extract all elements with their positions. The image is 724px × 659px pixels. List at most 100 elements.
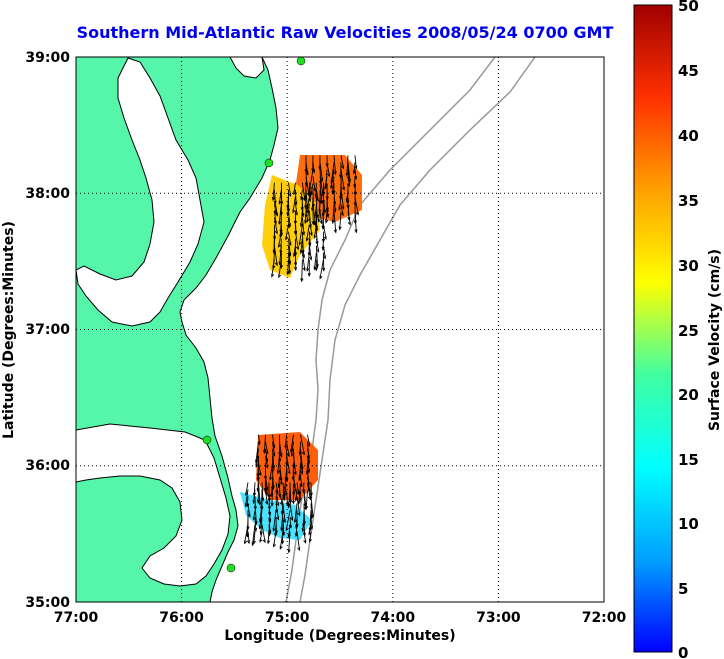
velocity-arrow [284, 434, 287, 449]
velocity-arrowhead [275, 502, 279, 507]
velocity-arrow [306, 203, 310, 222]
velocity-arrow [330, 162, 335, 183]
velocity-arrowhead [269, 476, 273, 481]
x-tick-label: 77:00 [54, 610, 99, 626]
velocity-arrowhead [290, 452, 294, 457]
velocity-arrowhead [308, 538, 312, 543]
velocity-arrowhead [278, 200, 282, 205]
x-axis-label: Longitude (Degrees:Minutes) [224, 628, 455, 644]
velocity-arrowhead [259, 538, 263, 543]
velocity-arrowhead [279, 481, 283, 486]
velocity-arrowhead [338, 206, 342, 211]
colorbar-tick-label: 10 [678, 515, 699, 533]
velocity-arrowhead [285, 236, 289, 241]
velocity-arrow [244, 524, 249, 544]
velocity-arrow [300, 238, 303, 254]
velocity-arrowhead [282, 519, 286, 524]
velocity-arrow [253, 489, 256, 504]
velocity-arrowhead [333, 229, 337, 234]
velocity-arrowhead [287, 549, 291, 554]
velocity-arrowhead [314, 267, 318, 272]
velocity-arrow [346, 155, 349, 176]
velocity-arrowhead [297, 512, 301, 517]
velocity-arrowhead [333, 208, 337, 213]
velocity-arrow [307, 476, 311, 492]
colorbar-tick-label: 20 [678, 386, 699, 404]
velocity-arrow [301, 203, 304, 217]
velocity-arrow [245, 489, 249, 507]
velocity-arrow [308, 231, 311, 246]
velocity-arrow [308, 217, 313, 236]
velocity-arrow [312, 176, 316, 191]
velocity-arrow [259, 503, 263, 522]
velocity-arrow [279, 245, 282, 265]
velocity-arrow [272, 182, 275, 201]
velocity-arrowhead [279, 545, 283, 550]
velocity-arrowhead [279, 453, 283, 458]
velocity-arrow [260, 517, 263, 535]
chesapeake-bay [76, 57, 205, 327]
velocity-arrowhead [262, 539, 266, 544]
velocity-arrowhead [276, 470, 280, 475]
velocity-arrow [308, 182, 311, 197]
velocity-arrow [273, 210, 277, 224]
velocity-arrowhead [355, 211, 359, 216]
colorbar-tick-label: 25 [678, 322, 699, 340]
map-frame [75, 56, 605, 603]
velocity-arrow [287, 217, 290, 228]
velocity-arrow [298, 483, 301, 504]
velocity-arrowhead [270, 502, 274, 507]
velocity-arrowhead [319, 220, 323, 225]
velocity-arrow [333, 155, 337, 175]
velocity-arrowhead [313, 221, 317, 226]
velocity-arrowhead [292, 491, 296, 496]
velocity-arrow [305, 490, 308, 509]
velocity-arrowhead [325, 163, 329, 168]
colorbar-tick-label: 45 [678, 62, 699, 80]
velocity-arrow [268, 503, 271, 516]
velocity-arrow [330, 169, 335, 189]
velocity-arrow [332, 204, 335, 224]
x-tick-label: 75:00 [265, 610, 310, 626]
velocity-arrow [261, 482, 264, 501]
velocity-arrow [301, 217, 305, 235]
velocity-arrowhead [252, 540, 256, 545]
velocity-arrow [271, 490, 273, 506]
velocity-arrow [272, 510, 277, 531]
y-tick-label: 36:00 [25, 458, 70, 474]
delaware-bay [229, 57, 265, 79]
velocity-arrow [285, 469, 287, 481]
velocity-arrowhead [273, 543, 277, 548]
velocity-arrow [258, 483, 261, 505]
velocity-arrow [280, 510, 284, 531]
colorbar-tick-label: 40 [678, 127, 699, 145]
velocity-arrowhead [331, 219, 335, 225]
velocity-arrow [302, 517, 305, 532]
velocity-arrow [294, 231, 299, 250]
velocity-arrow [300, 434, 305, 455]
velocity-arrowhead [345, 172, 349, 177]
velocity-arrow [308, 245, 312, 260]
velocity-arrowhead [286, 453, 290, 458]
velocity-arrowhead [293, 471, 297, 476]
velocity-arrowhead [297, 547, 301, 552]
velocity-arrow [273, 245, 278, 266]
velocity-arrowhead [333, 171, 337, 176]
velocity-arrow [311, 197, 314, 211]
velocity-arrowhead [314, 194, 318, 199]
velocity-arrow [295, 524, 298, 537]
velocity-arrow [303, 489, 307, 507]
velocity-arrow [272, 434, 275, 448]
velocity-arrow [253, 531, 256, 544]
velocity-arrow [322, 196, 326, 213]
velocity-arrowhead [313, 234, 317, 239]
colorbar-tick-label: 5 [678, 580, 688, 598]
velocity-arrow [278, 476, 280, 488]
velocity-arrowhead [309, 232, 313, 237]
velocity-arrow [254, 517, 257, 532]
velocity-arrowhead [308, 256, 312, 261]
velocity-arrow [275, 503, 279, 520]
velocity-arrow [299, 441, 301, 455]
velocity-arrowhead [300, 278, 304, 283]
velocity-arrowhead [306, 237, 310, 242]
